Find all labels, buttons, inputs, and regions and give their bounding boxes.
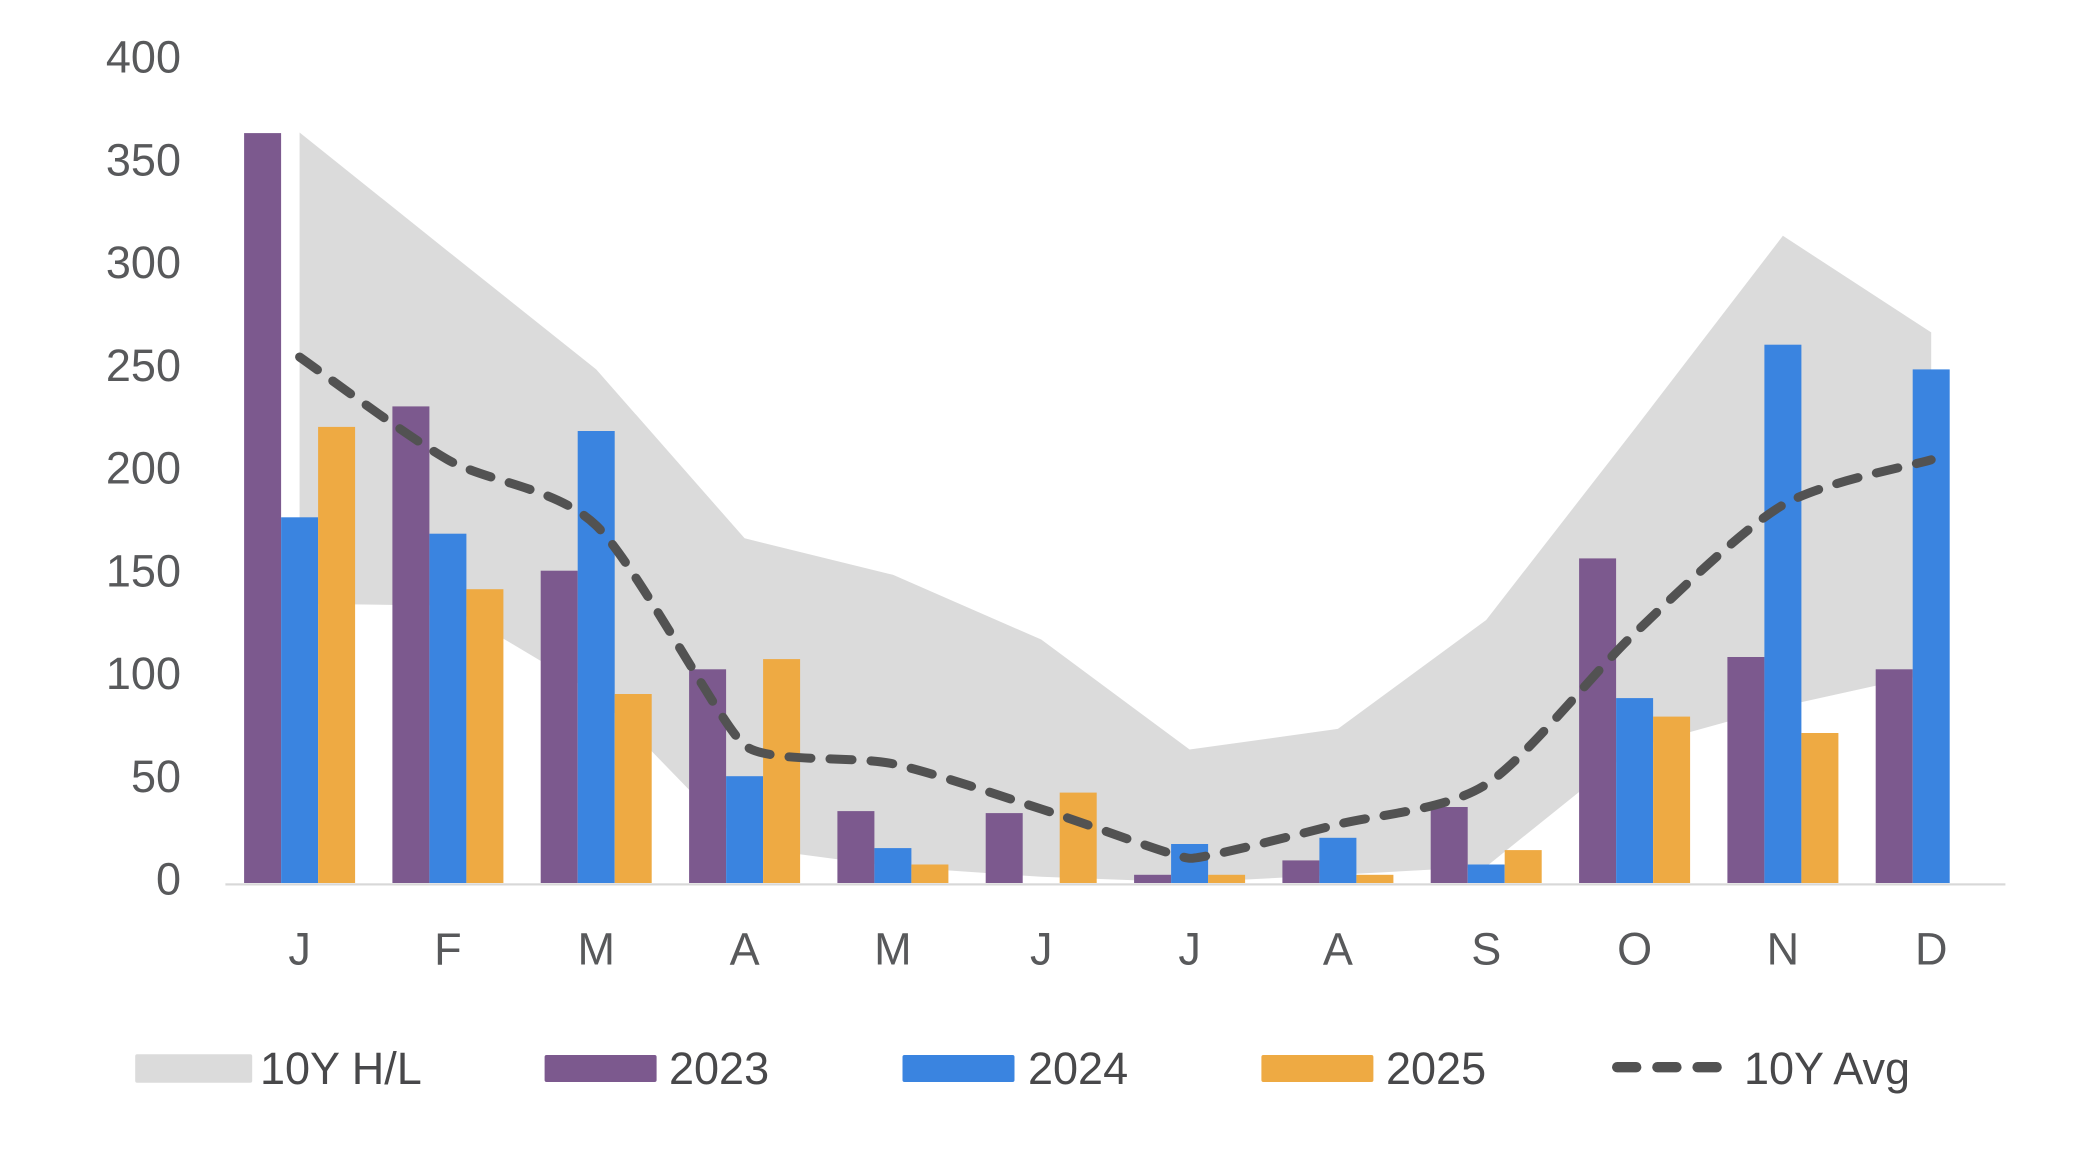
svg-text:O: O — [1617, 924, 1652, 975]
svg-text:300: 300 — [106, 237, 181, 288]
svg-text:F: F — [434, 924, 462, 975]
svg-text:10Y Avg: 10Y Avg — [1744, 1043, 1910, 1094]
svg-text:A: A — [1323, 924, 1353, 975]
svg-text:D: D — [1915, 924, 1948, 975]
svg-text:N: N — [1767, 924, 1800, 975]
svg-text:10Y H/L: 10Y H/L — [260, 1043, 422, 1094]
svg-text:250: 250 — [106, 340, 181, 391]
svg-text:200: 200 — [106, 443, 181, 494]
svg-text:A: A — [730, 924, 760, 975]
svg-text:350: 350 — [106, 134, 181, 185]
svg-text:J: J — [1030, 924, 1053, 975]
svg-text:M: M — [874, 924, 912, 975]
svg-text:0: 0 — [156, 854, 181, 905]
svg-text:100: 100 — [106, 648, 181, 699]
svg-text:J: J — [288, 924, 311, 975]
svg-text:150: 150 — [106, 545, 181, 596]
svg-text:2025: 2025 — [1386, 1043, 1486, 1094]
svg-text:2023: 2023 — [669, 1043, 769, 1094]
svg-text:M: M — [577, 924, 615, 975]
svg-text:50: 50 — [131, 751, 181, 802]
svg-text:400: 400 — [106, 32, 181, 83]
svg-text:2024: 2024 — [1028, 1043, 1128, 1094]
svg-text:S: S — [1471, 924, 1501, 975]
svg-text:J: J — [1178, 924, 1201, 975]
